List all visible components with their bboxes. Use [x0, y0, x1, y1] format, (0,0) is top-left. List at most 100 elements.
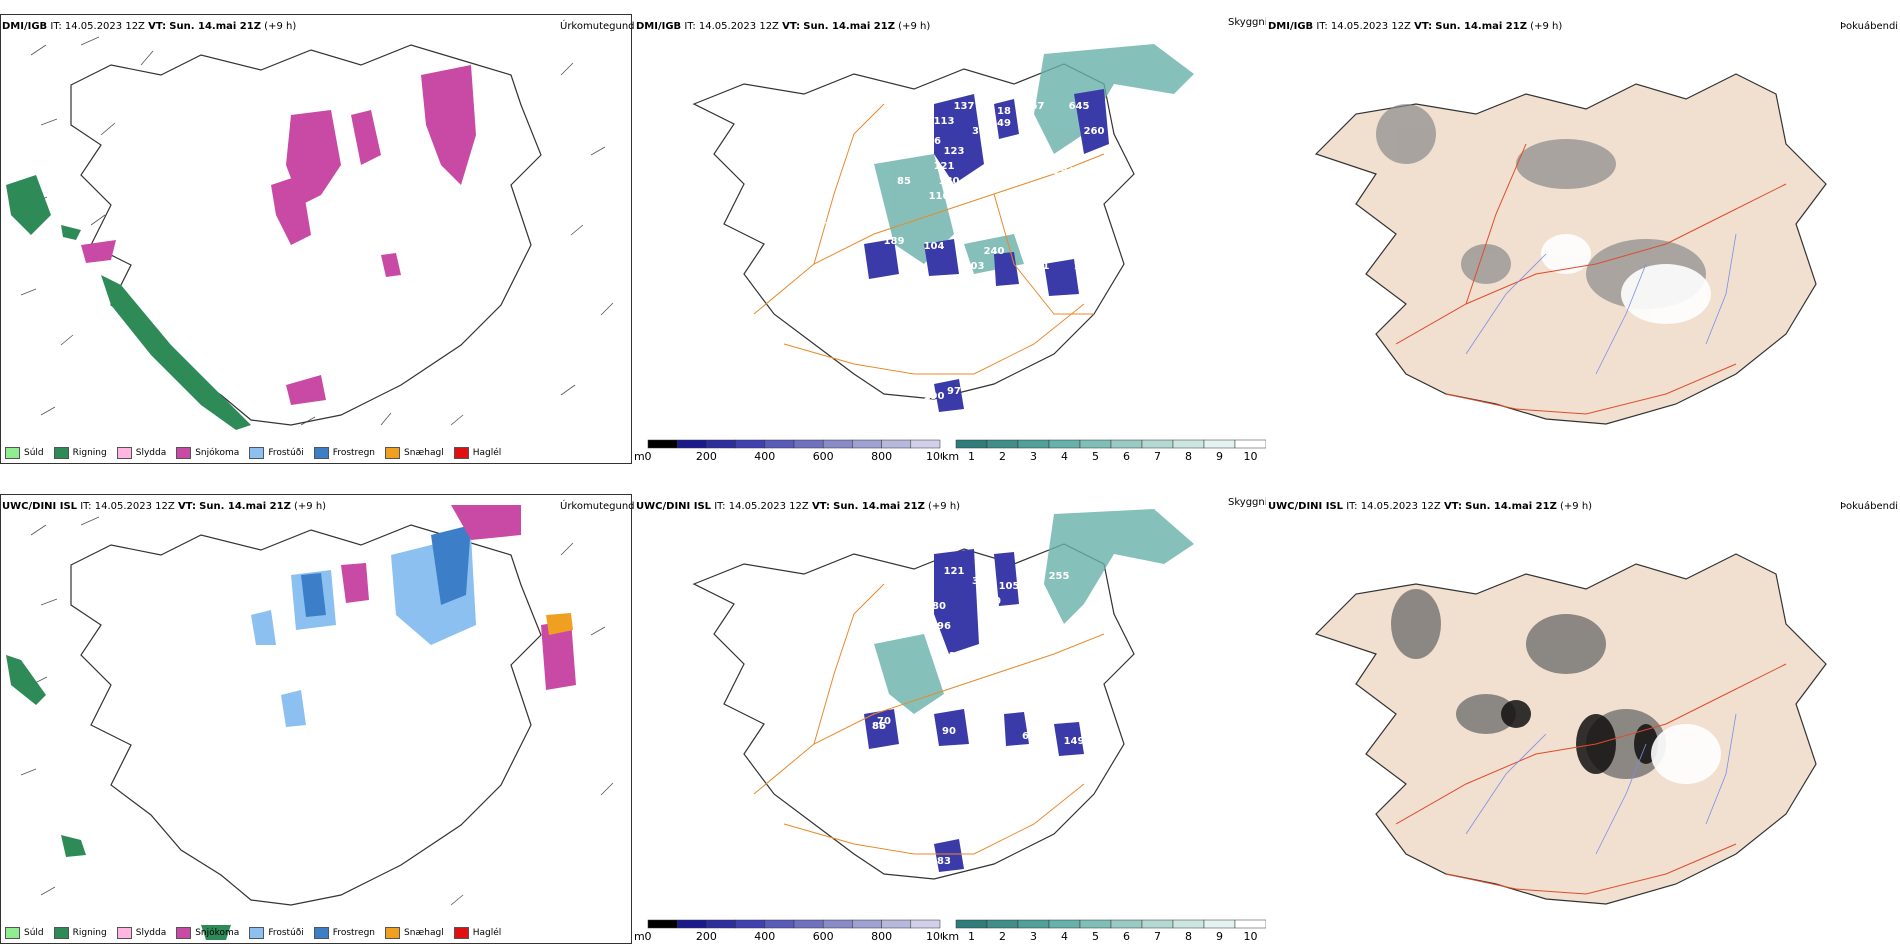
scale-tick: 2 [999, 930, 1006, 943]
cloud-base-label: 49 [997, 118, 1011, 129]
scale-tick: 5 [1092, 450, 1099, 463]
scale-tick: 6 [1123, 930, 1130, 943]
scale-tick: 200 [696, 930, 717, 943]
legend-swatch [5, 927, 20, 939]
cloud-panel-bottom: 121 33 105 255 30 80 223 96 130 136 85 70 90 69 149 86 8… [634, 494, 1266, 944]
cloud-base-label: 70 [877, 716, 891, 727]
legend-swatch [176, 447, 192, 459]
scale-swatch [822, 439, 853, 449]
legend-label: Rigning [72, 448, 107, 458]
fog-title-top: Þokuábendi [1840, 21, 1899, 32]
cloud-base-label: 85 [897, 176, 911, 187]
legend-item: Snæhagl [385, 927, 444, 939]
scale-tick: 7 [1154, 450, 1161, 463]
scale-swatch [910, 439, 941, 449]
scale-swatch [735, 919, 766, 929]
cloud-base-label: 69 [1022, 731, 1036, 742]
iceland-outline [70, 524, 542, 906]
scale-swatch [706, 439, 736, 449]
scale-swatch [1110, 439, 1143, 449]
cloud-base-label: 123 [944, 146, 965, 157]
scale-swatch [1079, 919, 1112, 929]
scale-swatch [1172, 919, 1205, 929]
legend-label: Frostregn [332, 928, 376, 938]
legend-item: Frostúði [249, 447, 304, 459]
scale-tick: 3 [1030, 450, 1037, 463]
cloud-base-label: 113 [934, 116, 955, 127]
scale-swatch [986, 919, 1019, 929]
scale-tick: 10 [1244, 450, 1258, 463]
wind-barbs [20, 516, 614, 906]
legend-item: Súld [5, 447, 44, 459]
legend-swatch [116, 927, 132, 939]
header-cloud-bottom: UWC/DINI ISL IT: 14.05.2023 12Z VT: Sun.… [636, 501, 961, 512]
legend-swatch [453, 927, 469, 939]
cloud-base-label: 96 [937, 621, 951, 632]
cloud-base-label: 33 [972, 576, 986, 587]
scale-swatch [735, 439, 766, 449]
cloud-base-label: 149 [1064, 736, 1085, 747]
roads [1395, 143, 1787, 415]
scale-tick: 2 [999, 450, 1006, 463]
scale-swatch [647, 919, 678, 929]
visibility-areas [874, 44, 1194, 274]
cloud-base-label: 240 [984, 246, 1005, 257]
height-scale-top: m0 200 400 600 800 1000 [634, 438, 942, 464]
legend-swatch [313, 447, 329, 459]
scale-tick: 400 [754, 450, 775, 463]
legend-label: Snæhagl [404, 928, 444, 938]
scale-swatch [910, 919, 941, 929]
fog-panel-bottom [1266, 494, 1900, 944]
rivers [1465, 233, 1737, 375]
cloud-base-label: 110 [929, 191, 950, 202]
legend-swatch [116, 447, 132, 459]
legend-label: Slydda [135, 448, 167, 458]
legend-swatch [249, 447, 265, 459]
legend-item: Frostregn [313, 447, 375, 459]
cloud-base-label: 85 [872, 721, 886, 732]
precip-title-top: Úrkomutegund [560, 21, 635, 32]
scale-tick: 200 [696, 450, 717, 463]
scale-swatch [955, 439, 988, 449]
scale-tick: 8 [1185, 930, 1192, 943]
cloud-base-label: 223 [1084, 601, 1105, 612]
legend-item: Frostúði [249, 927, 304, 939]
scale-tick: 0 [645, 930, 652, 943]
snow-grain-areas [546, 613, 573, 635]
scale-unit: m [634, 450, 645, 463]
precip-panel-bottom: Súld Rigning Slydda Snjókoma Frostúði Frostre… [0, 494, 632, 944]
precip-panel-top: Súld Rigning Slydda Snjókoma Frostúði Frostre… [0, 14, 632, 464]
rivers [1465, 713, 1737, 855]
cloud-panel-top: 137 18 167 645 113 33 49 260 66 123 32 121 85 180 156 1… [634, 14, 1266, 464]
scale-tick: 600 [813, 450, 834, 463]
cloud-base-label: 104 [924, 241, 945, 252]
scale-tick: 0 [645, 450, 652, 463]
cloud-base-label: 105 [999, 581, 1020, 592]
scale-swatch [706, 919, 736, 929]
cloud-base-label: 260 [1084, 126, 1105, 137]
roads [753, 583, 1105, 855]
scale-tick: 6 [1123, 450, 1130, 463]
legend-item: Snjókoma [176, 447, 239, 459]
glacier-areas [1651, 724, 1721, 784]
vis-scale-top: km 1 2 3 4 5 6 7 8 9 10 [942, 438, 1268, 464]
cloud-base-label: 156 [959, 186, 980, 197]
legend-item: Rigning [53, 447, 107, 459]
scale-tick: 400 [754, 930, 775, 943]
legend-item: Súld [5, 927, 44, 939]
freezing-rain-areas [301, 525, 471, 617]
legend-label: Haglél [472, 448, 502, 458]
scale-swatch [676, 439, 707, 449]
scale-swatch [1017, 919, 1050, 929]
legend-label: Rigning [72, 928, 107, 938]
scale-swatch [676, 919, 707, 929]
cloud-base-label: 33 [972, 126, 986, 137]
rain-areas [6, 175, 251, 430]
scale-tick: 4 [1061, 930, 1068, 943]
legend-label: Frostúði [268, 448, 304, 458]
legend-label: Frostúði [268, 928, 304, 938]
scale-swatch [1234, 919, 1267, 929]
scale-tick: 1 [968, 930, 975, 943]
